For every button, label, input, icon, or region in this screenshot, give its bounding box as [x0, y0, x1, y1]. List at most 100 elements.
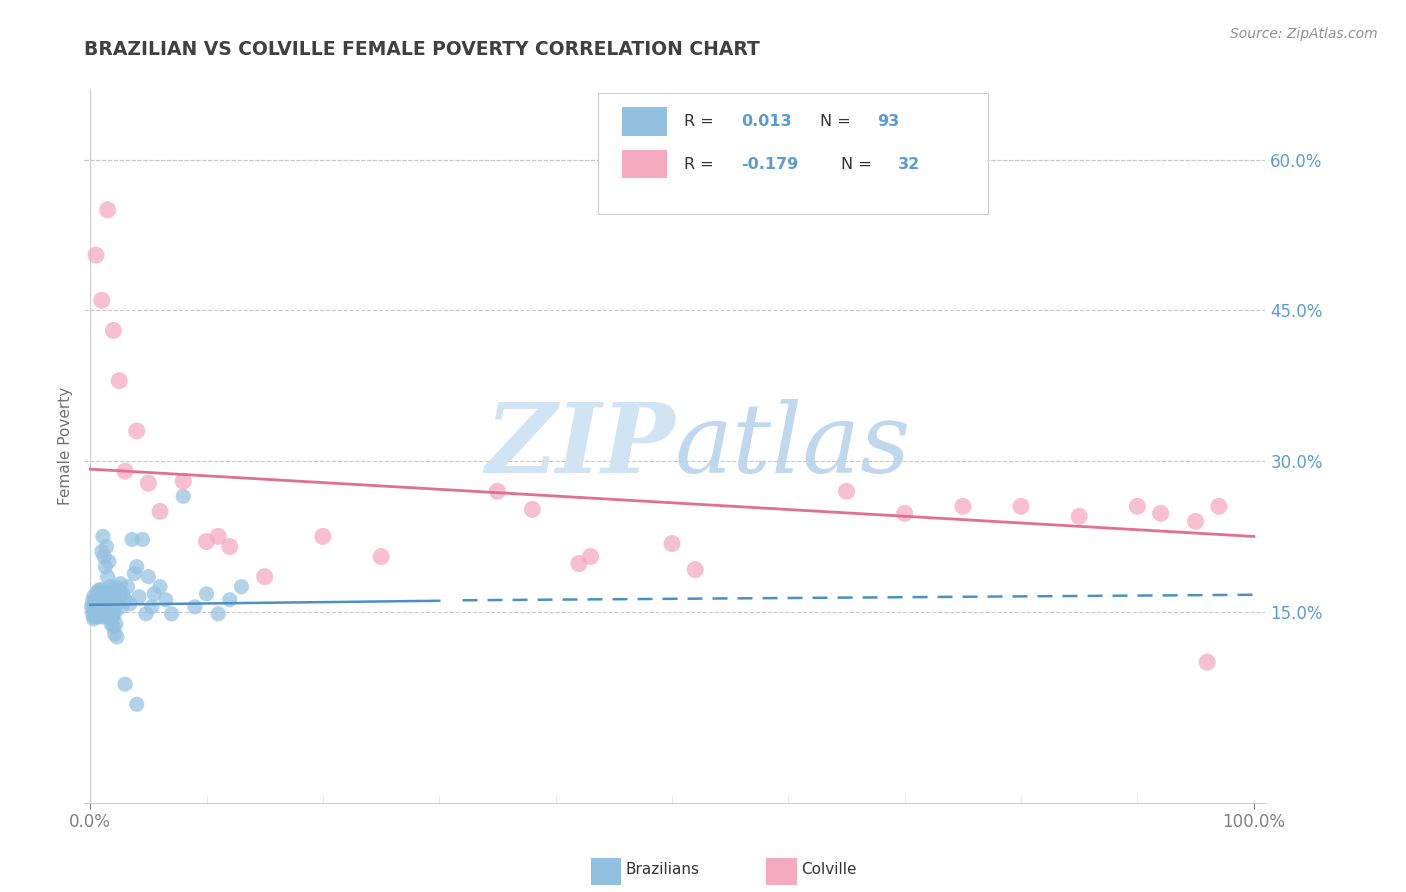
Point [90, 603, 112, 617]
Point [104, 607, 127, 621]
Point [110, 599, 132, 614]
Point [114, 592, 136, 607]
Point [128, 590, 150, 604]
Point [97, 202, 120, 217]
Text: 93: 93 [877, 114, 898, 128]
Point [107, 582, 129, 597]
Point [97, 587, 120, 601]
Point [568, 557, 591, 571]
Point [86, 599, 108, 614]
Text: ZIP: ZIP [485, 399, 675, 493]
Point [118, 597, 141, 611]
Point [101, 590, 124, 604]
Point [83, 597, 105, 611]
Point [87, 610, 110, 624]
Point [155, 592, 177, 607]
Point [522, 502, 544, 516]
Point [195, 534, 218, 549]
Point [101, 607, 124, 621]
Point [98, 580, 121, 594]
Point [84, 599, 107, 614]
Point [96, 599, 118, 614]
Point [91, 607, 114, 621]
Point [91, 590, 114, 604]
Point [138, 476, 160, 491]
Text: R =: R = [685, 157, 720, 171]
Point [370, 549, 392, 564]
Point [94, 610, 117, 624]
Point [103, 584, 125, 599]
Point [87, 599, 110, 614]
Point [103, 323, 125, 337]
Point [97, 597, 120, 611]
Y-axis label: Female Poverty: Female Poverty [58, 387, 73, 505]
Point [90, 293, 112, 308]
Point [135, 607, 157, 621]
Point [101, 610, 124, 624]
Point [1069, 509, 1091, 524]
Point [184, 599, 207, 614]
Point [100, 616, 122, 631]
Point [97, 590, 120, 604]
Point [94, 559, 117, 574]
Point [105, 597, 128, 611]
Point [108, 374, 131, 388]
Point [93, 605, 115, 619]
Point [114, 464, 136, 478]
Point [124, 566, 146, 581]
Text: Colville: Colville [801, 863, 856, 877]
Point [160, 607, 183, 621]
Point [97, 603, 120, 617]
Point [121, 533, 143, 547]
Point [207, 529, 229, 543]
Text: Source: ZipAtlas.com: Source: ZipAtlas.com [1230, 27, 1378, 41]
Point [89, 607, 111, 621]
Point [195, 587, 218, 601]
Text: R =: R = [685, 114, 720, 128]
Bar [621, 107, 666, 136]
Point [579, 549, 602, 564]
Point [90, 610, 112, 624]
Point [218, 592, 240, 607]
Bar [621, 150, 666, 178]
Point [89, 592, 111, 607]
Point [143, 587, 166, 601]
Point [86, 607, 108, 621]
Point [683, 563, 706, 577]
Point [82, 607, 104, 621]
Point [90, 587, 112, 601]
Point [125, 698, 148, 712]
Point [172, 489, 194, 503]
Point [94, 595, 117, 609]
Point [93, 587, 115, 601]
Point [952, 500, 974, 514]
Point [486, 484, 509, 499]
Point [97, 607, 120, 621]
Point [207, 607, 229, 621]
Point [1197, 655, 1219, 669]
Point [103, 603, 125, 617]
Point [1208, 500, 1230, 514]
Point [100, 592, 122, 607]
Point [91, 529, 114, 543]
Point [82, 595, 104, 609]
Point [104, 627, 127, 641]
Point [218, 540, 240, 554]
Point [149, 504, 172, 518]
Point [141, 599, 163, 614]
Point [93, 549, 115, 564]
Point [97, 555, 120, 569]
Text: -0.179: -0.179 [741, 157, 799, 171]
Point [111, 587, 134, 601]
Point [131, 533, 153, 547]
Text: 0.013: 0.013 [741, 114, 792, 128]
Point [312, 529, 335, 543]
Point [104, 580, 127, 594]
Point [97, 569, 120, 583]
Point [89, 582, 111, 597]
Point [87, 590, 110, 604]
Point [835, 484, 858, 499]
Point [138, 569, 160, 583]
Point [661, 536, 683, 550]
Point [96, 540, 118, 554]
